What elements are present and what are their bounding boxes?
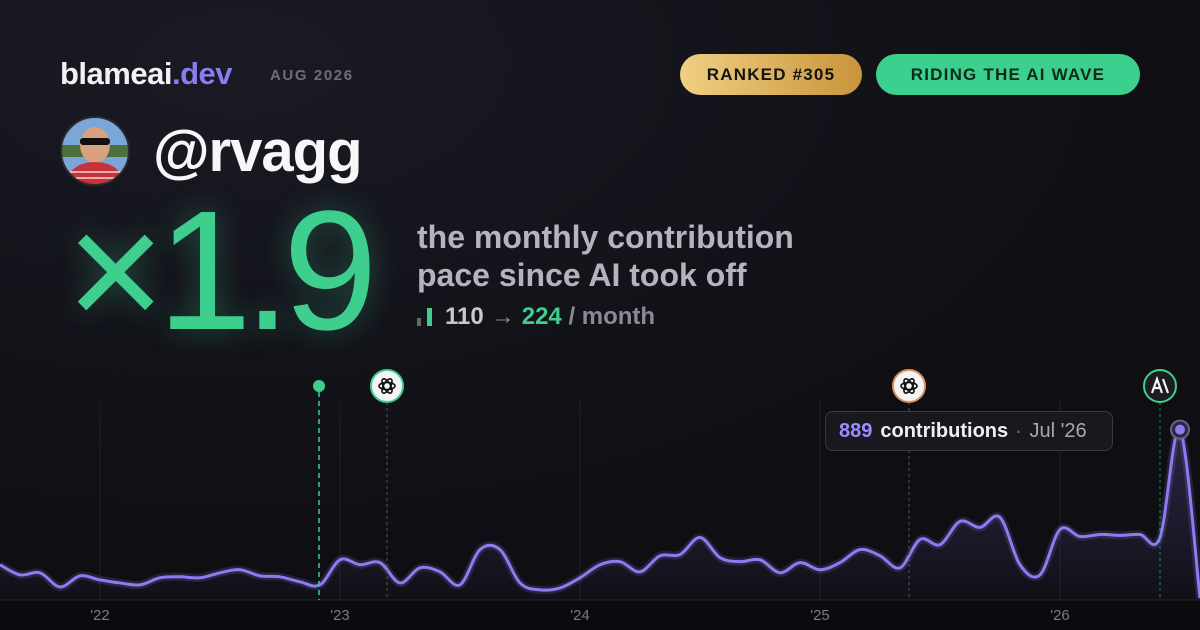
description: the monthly contribution <box>417 219 794 255</box>
highlight-point <box>1175 424 1185 435</box>
handle: @rvagg <box>153 119 362 184</box>
brand-tld: .dev <box>171 56 233 91</box>
multiplier: ×1.9 <box>66 176 378 366</box>
pace-icon <box>417 318 421 326</box>
event-icon <box>370 369 404 403</box>
x-tick-label: '25 <box>810 607 830 624</box>
avatar <box>61 117 129 185</box>
events <box>313 369 1177 600</box>
anthropic-logo <box>1150 375 1170 394</box>
brand: blameai.dev <box>60 56 232 92</box>
pace-unit: / month <box>568 303 656 330</box>
pace-icon <box>427 308 432 326</box>
tooltip-separator: · <box>1016 424 1022 441</box>
x-tick-label: '24 <box>570 607 590 624</box>
axis-band <box>0 600 1200 630</box>
pace-before: 110 <box>445 303 484 330</box>
openai-logo <box>900 378 918 394</box>
brand-name: blameai <box>60 56 172 91</box>
x-tick-label: '26 <box>1050 607 1070 624</box>
status-badge: RIDING THE AI WAVE <box>876 54 1140 95</box>
tooltip: 889 contributions · Jul '26 <box>825 411 1113 451</box>
pace-arrow: → <box>490 303 515 330</box>
x-tick-label: '22 <box>90 607 110 624</box>
openai-logo <box>378 378 396 394</box>
line <box>0 427 1200 599</box>
pace-after: 224 <box>521 303 562 330</box>
ai-start-dot <box>313 380 325 392</box>
description: pace since AI took off <box>417 257 747 293</box>
x-tick-label: '23 <box>330 607 350 624</box>
period: AUG 2026 <box>270 67 354 84</box>
tooltip-label: contributions <box>880 420 1009 442</box>
event-icon <box>892 369 926 403</box>
tooltip-value: 889 <box>839 420 873 442</box>
avatar-ring <box>60 116 130 186</box>
pace: 110 → 224 / month <box>417 303 655 331</box>
tooltip-date: Jul '26 <box>1029 420 1087 442</box>
rank-badge: RANKED #305 <box>680 54 862 95</box>
